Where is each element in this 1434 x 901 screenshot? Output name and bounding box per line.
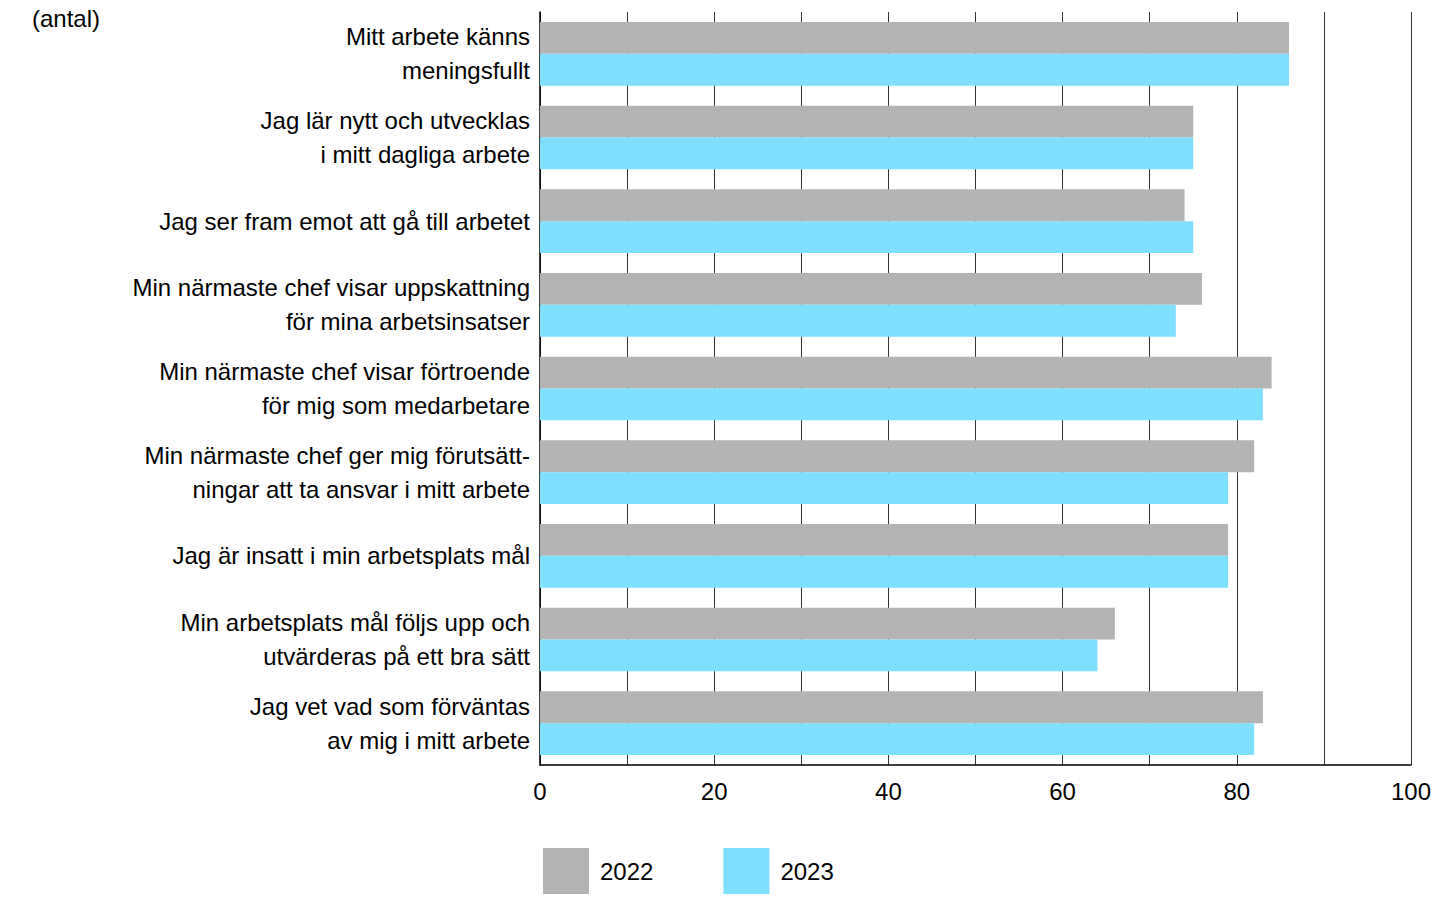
svg-text:100: 100 (1391, 778, 1431, 805)
svg-text:Min närmaste chef ger mig föru: Min närmaste chef ger mig förutsätt- (145, 442, 530, 469)
svg-text:40: 40 (875, 778, 902, 805)
svg-text:Min närmaste chef visar förtro: Min närmaste chef visar förtroende (159, 358, 530, 385)
svg-text:Mitt arbete känns: Mitt arbete känns (346, 23, 530, 50)
svg-text:60: 60 (1049, 778, 1076, 805)
svg-text:Jag vet vad som förväntas: Jag vet vad som förväntas (250, 693, 530, 720)
svg-text:för mig som medarbetare: för mig som medarbetare (262, 392, 530, 419)
svg-text:(antal): (antal) (32, 5, 100, 32)
svg-text:80: 80 (1223, 778, 1250, 805)
svg-text:utvärderas på ett bra sätt: utvärderas på ett bra sätt (263, 643, 530, 670)
svg-text:meningsfullt: meningsfullt (402, 57, 530, 84)
svg-text:i mitt dagliga arbete: i mitt dagliga arbete (321, 141, 530, 168)
svg-text:Jag är insatt i min arbetsplat: Jag är insatt i min arbetsplats mål (173, 542, 530, 569)
svg-text:Jag lär nytt och utvecklas: Jag lär nytt och utvecklas (261, 107, 530, 134)
svg-text:20: 20 (701, 778, 728, 805)
svg-text:0: 0 (533, 778, 546, 805)
svg-text:Min närmaste chef visar uppska: Min närmaste chef visar uppskattning (132, 274, 530, 301)
svg-text:Min arbetsplats mål följs upp: Min arbetsplats mål följs upp och (181, 609, 531, 636)
svg-text:ningar att ta ansvar i mitt ar: ningar att ta ansvar i mitt arbete (193, 476, 531, 503)
svg-text:för mina arbetsinsatser: för mina arbetsinsatser (286, 308, 530, 335)
svg-text:Jag ser fram emot att gå till: Jag ser fram emot att gå till arbetet (159, 208, 530, 235)
svg-text:av mig i mitt arbete: av mig i mitt arbete (327, 727, 530, 754)
svg-text:2023: 2023 (780, 858, 833, 885)
svg-text:2022: 2022 (600, 858, 653, 885)
